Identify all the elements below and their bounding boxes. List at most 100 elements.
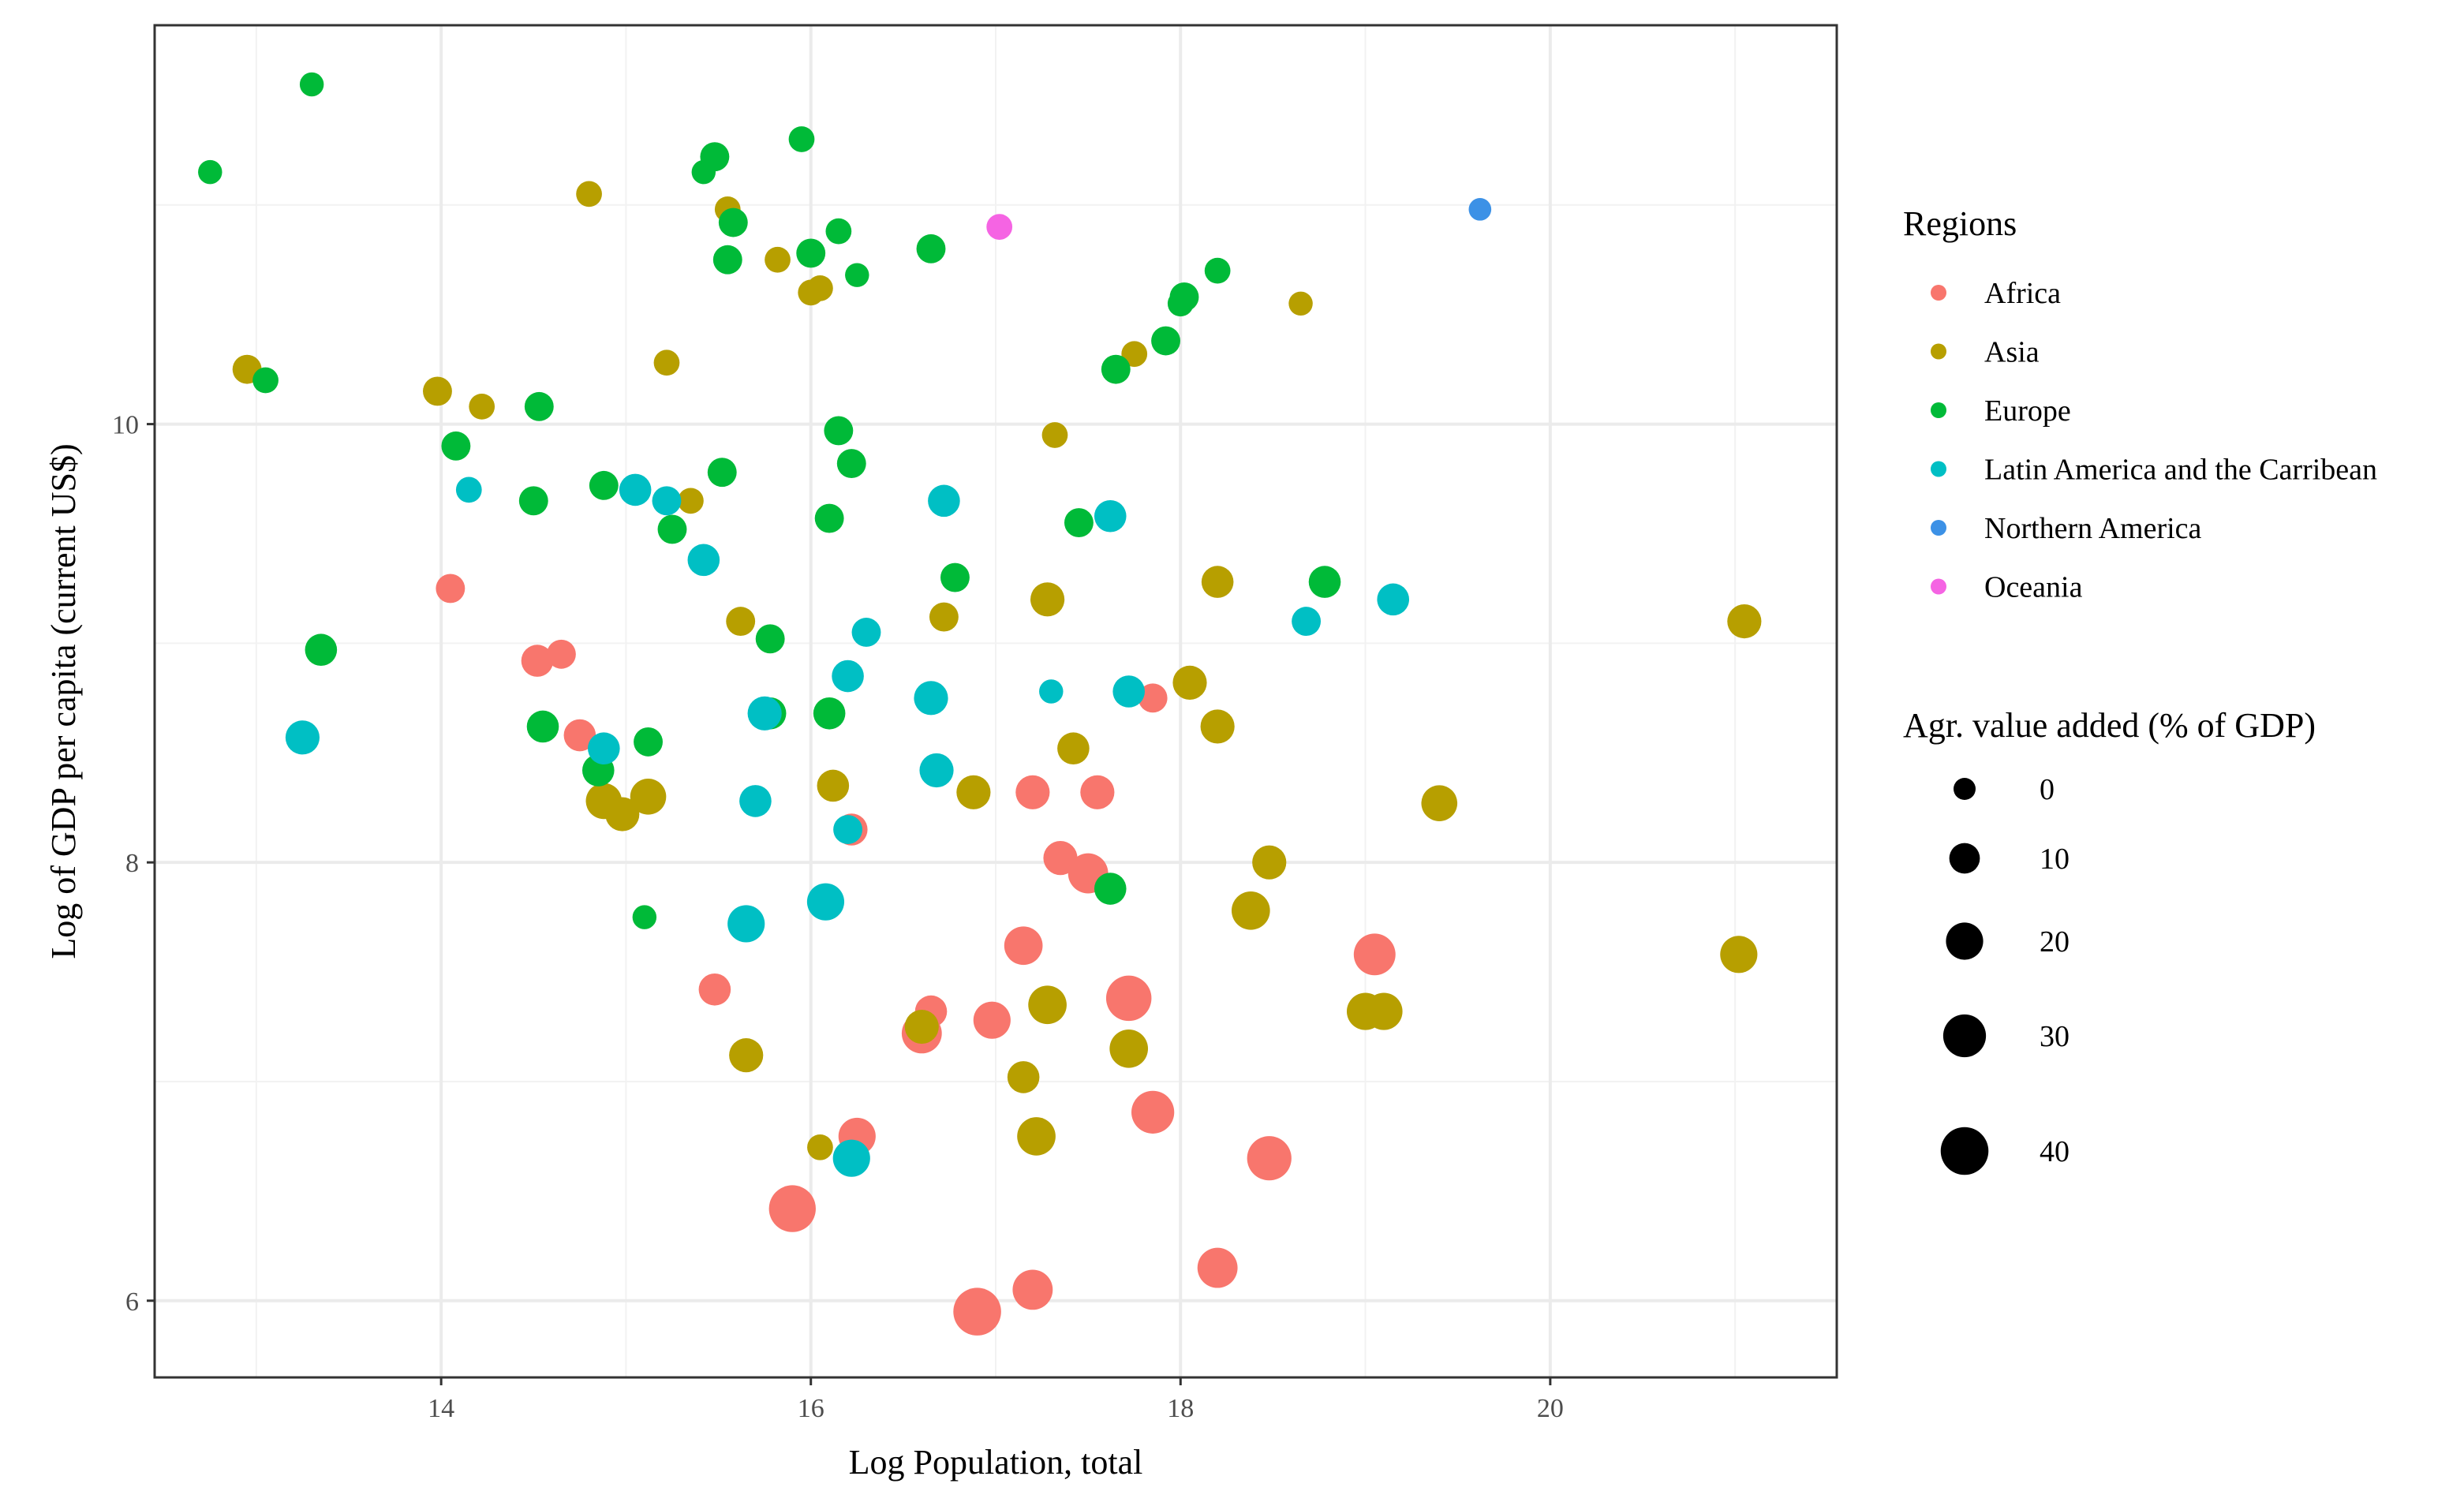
data-point [1012, 1269, 1053, 1310]
data-point [630, 779, 667, 815]
data-point [653, 349, 680, 376]
data-point [619, 473, 652, 506]
legend-label: Africa [1984, 277, 2061, 310]
data-point [588, 732, 620, 765]
data-point [678, 488, 704, 514]
x-tick-label: 18 [1167, 1394, 1194, 1423]
series-latin-america-and-the-carribean [285, 473, 1410, 1177]
size-legend-label: 10 [2040, 843, 2070, 876]
y-axis-ticks: 6 8 10 [112, 411, 155, 1317]
x-axis-title: Log Population, total [849, 1443, 1143, 1482]
y-tick-label: 8 [125, 849, 139, 878]
data-point [1080, 775, 1115, 809]
data-point [726, 607, 756, 637]
data-point [1039, 679, 1064, 704]
data-point [824, 416, 854, 446]
data-point [1353, 933, 1396, 976]
data-point [1041, 422, 1068, 448]
data-point [657, 514, 687, 544]
region-legend: Regions Africa Asia Europe Latin America an… [1903, 204, 2377, 604]
legend-label: Latin America and the Carribean [1984, 454, 2377, 487]
data-point [1727, 604, 1762, 639]
data-point [916, 234, 946, 263]
data-point [1252, 845, 1287, 880]
x-tick-label: 20 [1537, 1394, 1564, 1423]
data-point [986, 214, 1013, 240]
data-point [1094, 873, 1127, 905]
series-europe [198, 72, 1341, 929]
data-point [652, 486, 682, 516]
data-point [576, 181, 602, 207]
legend-key [1931, 285, 1946, 301]
series-asia [232, 181, 1762, 1160]
data-point [929, 602, 959, 632]
x-axis-ticks: 14 16 18 20 [428, 1377, 1564, 1423]
data-point [589, 470, 619, 500]
plot-panel [153, 24, 1838, 1379]
data-point [755, 624, 785, 654]
data-point [729, 1038, 764, 1073]
data-point [973, 1001, 1011, 1039]
data-point [1004, 926, 1043, 966]
data-point [285, 720, 320, 755]
data-point [1421, 785, 1458, 821]
major-gridlines [155, 25, 1837, 1377]
data-point [605, 797, 640, 831]
data-point [1200, 709, 1235, 744]
data-point [521, 645, 554, 677]
data-point [851, 618, 881, 647]
data-point [832, 1139, 870, 1177]
data-point [563, 719, 596, 752]
data-point [1057, 732, 1090, 765]
data-point [919, 753, 954, 788]
data-point [1109, 1029, 1149, 1068]
legend-label: Europe [1984, 394, 2071, 428]
data-point [1172, 665, 1207, 700]
legend-key [1931, 343, 1946, 360]
data-point [904, 1009, 939, 1044]
data-point [825, 218, 852, 245]
size-legend-label: 20 [2040, 925, 2070, 959]
data-point [1288, 291, 1313, 316]
data-point [739, 785, 772, 817]
data-point [832, 660, 864, 693]
data-point [833, 815, 863, 844]
x-tick-label: 14 [428, 1394, 454, 1423]
data-point [1201, 566, 1234, 598]
size-legend-label: 40 [2040, 1135, 2070, 1168]
legend-label: Northern America [1984, 512, 2202, 545]
data-point [632, 905, 657, 929]
y-tick-label: 10 [112, 411, 139, 440]
data-point [546, 639, 576, 669]
data-point [1308, 566, 1341, 598]
data-point [1167, 290, 1194, 317]
series-northern-america [1468, 198, 1492, 221]
data-point [687, 544, 720, 577]
data-point [1231, 891, 1270, 930]
data-point [441, 431, 471, 461]
size-legend-key [1954, 778, 1976, 800]
data-point [1121, 341, 1148, 368]
size-legend-key [1949, 843, 1980, 874]
data-point [956, 775, 991, 809]
data-point [455, 476, 482, 503]
y-tick-label: 6 [125, 1287, 139, 1317]
data-point [817, 769, 850, 802]
data-point [252, 367, 279, 394]
data-point [526, 710, 559, 743]
data-point [198, 159, 222, 185]
data-point [1028, 985, 1067, 1025]
data-point [765, 246, 791, 273]
data-point [1064, 508, 1094, 538]
data-point [806, 883, 845, 921]
data-point [807, 1134, 833, 1160]
data-point [914, 681, 948, 716]
data-point [700, 142, 730, 172]
size-legend-title: Agr. value added (% of GDP) [1903, 706, 2316, 745]
data-point [718, 207, 748, 237]
data-point [518, 486, 548, 516]
data-point [1247, 1136, 1292, 1181]
data-point [1112, 675, 1145, 708]
data-point [796, 238, 826, 268]
legend-label: Asia [1984, 336, 2040, 369]
